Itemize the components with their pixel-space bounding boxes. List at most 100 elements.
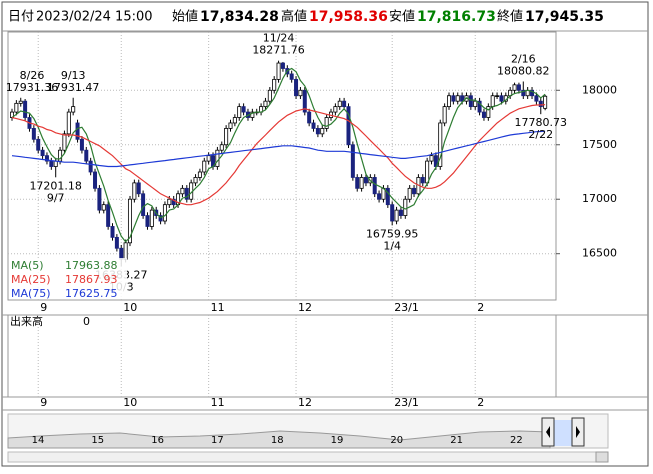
candle-body [543,95,548,109]
x-tick-label: 2 [477,396,484,409]
navigator-label: 14 [32,435,45,446]
candle-body [438,122,443,167]
candle-body [88,160,93,173]
candle-body [110,226,115,238]
candle-body [324,117,329,129]
candle-body [276,62,281,80]
candle-body [394,209,399,222]
candle-body [530,89,535,97]
candle-body [62,133,67,151]
candle-body [149,209,154,227]
candle-body [171,198,176,206]
candle-body [302,89,307,113]
candle-body [412,187,417,195]
candle-body [446,95,451,108]
navigator-label: 21 [450,435,463,446]
candle-body [241,106,246,113]
volume-label: 出来高 [10,314,43,328]
high-date: 2/16 [511,52,536,65]
legend-label: MA(25) [11,273,51,286]
high-value: 17,958.36 [309,9,388,25]
scrollbar[interactable] [7,451,609,463]
candle-body [23,100,28,118]
candle-body [228,122,233,129]
candle-body [119,247,124,260]
candle-body [333,106,338,113]
candle-body [237,106,242,118]
volume-value: 0 [83,315,90,328]
navigator-label: 22 [510,435,523,446]
date-label: 日付 [8,10,34,25]
low-value: 17780.73 [515,116,568,129]
legend-label: MA(75) [11,287,51,300]
navigator-label: 18 [271,435,284,446]
navigator-label: 17 [211,435,224,446]
candle-body [460,95,465,102]
ma-line [11,130,546,168]
candle-body [66,111,71,135]
x-tick-label: 2 [477,301,484,314]
candle-body [473,100,478,108]
open-label: 始値 [172,9,198,25]
x-tick-label: 10 [123,396,137,409]
navigator-label: 19 [331,435,344,446]
open-value: 17,834.28 [200,9,279,25]
close-value: 17,945.35 [525,9,604,25]
candle-body [162,204,167,222]
candle-body [495,95,500,97]
candle-body [320,128,325,135]
candle-body [280,62,285,69]
y-tick-label: 17000 [582,192,617,205]
frame [1,1,649,467]
legend-value: 17867.93 [65,273,118,286]
low-value: 17,816.73 [417,9,496,25]
x-tick-label: 23/1 [394,301,419,314]
high-value: 17931.36 [6,81,59,94]
candle-body [420,177,425,184]
candle-body [486,106,491,118]
candle-body [512,84,517,91]
low-label: 安値 [389,9,415,25]
scroll-button[interactable] [595,451,609,463]
candle-body [315,128,320,135]
candle-body [267,89,272,102]
handle-arrow [546,426,550,438]
candle-body [250,111,255,118]
candle-body [363,177,368,184]
high-label: 高値 [281,9,307,25]
candle-body [538,100,543,108]
candle-body [49,160,54,167]
low-value: 16759.95 [366,227,419,240]
candle-body [215,149,220,167]
x-tick-label: 10 [123,301,137,314]
candle-body [84,149,89,162]
candle-body [451,95,456,102]
x-tick-label: 11 [211,301,225,314]
candle-body [79,138,84,151]
candle-body [36,138,41,151]
candle-body [272,78,277,91]
x-tick-label: 12 [298,301,312,314]
candle-body [123,242,128,260]
candle-body [346,106,351,146]
navigator-label: 16 [151,435,164,446]
candle-body [263,100,268,108]
ma-line [11,104,546,206]
candle-body [136,182,141,195]
candle-body [202,160,207,173]
candle-body [289,73,294,80]
candle-body [14,102,19,113]
candle-body [377,193,382,200]
candle-body [385,187,390,206]
navigator-label: 20 [390,435,403,446]
high-value: 18080.82 [497,64,550,77]
candle-body [75,122,80,140]
candle-body [372,177,377,195]
candle-body [355,177,360,189]
candle-body [31,128,36,140]
candle-body [219,144,224,151]
high-value: 17931.47 [47,81,100,94]
candle-body [71,106,76,113]
candle-body [311,122,316,129]
